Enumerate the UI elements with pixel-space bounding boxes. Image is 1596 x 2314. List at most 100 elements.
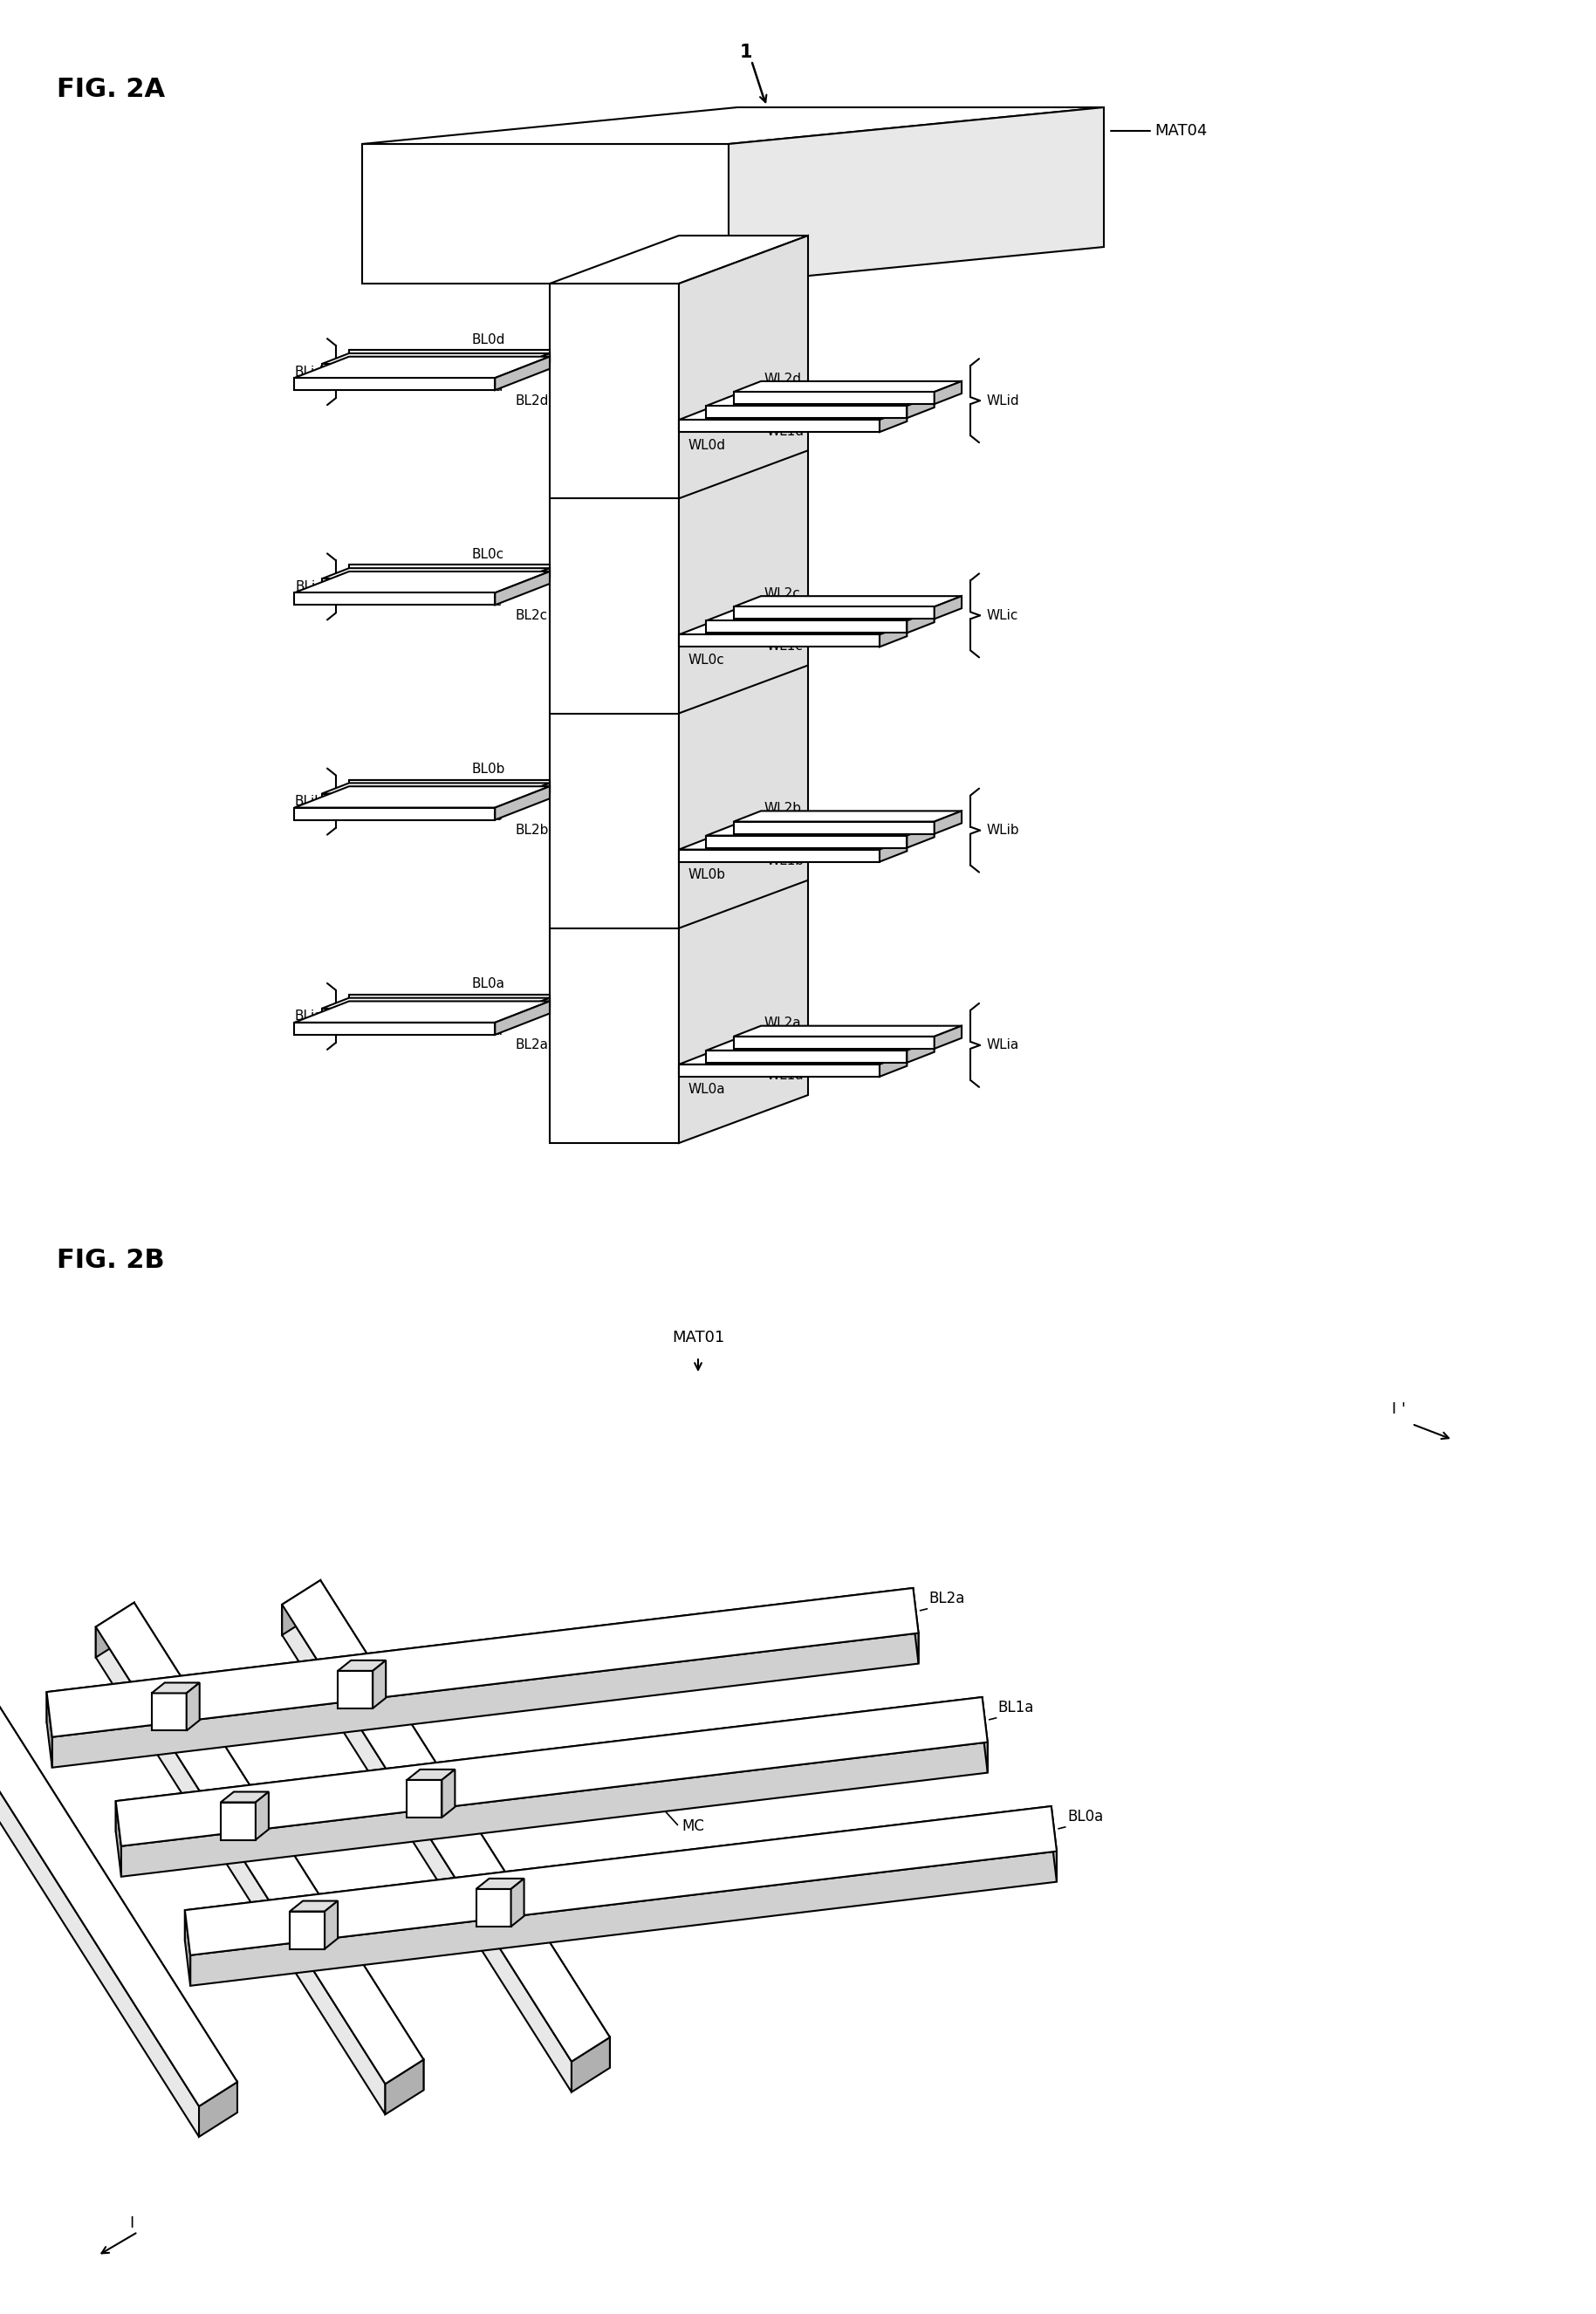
Text: BL1d: BL1d: [471, 379, 503, 393]
Polygon shape: [678, 625, 907, 634]
Polygon shape: [96, 1627, 385, 2115]
Polygon shape: [294, 1023, 495, 1034]
Text: BLic: BLic: [295, 581, 322, 592]
Polygon shape: [1052, 1807, 1057, 1881]
Polygon shape: [294, 592, 495, 604]
Polygon shape: [734, 1025, 962, 1037]
Polygon shape: [282, 1580, 610, 2062]
Polygon shape: [53, 1634, 919, 1768]
Polygon shape: [322, 363, 522, 377]
Polygon shape: [350, 349, 549, 363]
Polygon shape: [678, 634, 879, 648]
Polygon shape: [522, 354, 549, 377]
Polygon shape: [907, 611, 934, 634]
Polygon shape: [678, 410, 907, 419]
Polygon shape: [294, 808, 495, 819]
Polygon shape: [121, 1742, 988, 1877]
Polygon shape: [185, 1807, 1057, 1955]
Polygon shape: [678, 840, 907, 849]
Text: BL2a: BL2a: [516, 1039, 547, 1053]
Polygon shape: [338, 1661, 386, 1671]
Polygon shape: [495, 356, 549, 391]
Polygon shape: [190, 1851, 1057, 1985]
Polygon shape: [46, 1587, 913, 1722]
Text: BL0d: BL0d: [471, 333, 504, 347]
Polygon shape: [0, 1650, 200, 2136]
Polygon shape: [322, 997, 549, 1009]
Polygon shape: [350, 780, 549, 791]
Polygon shape: [0, 1624, 238, 2113]
Text: FIG. 2B: FIG. 2B: [57, 1247, 164, 1273]
Polygon shape: [476, 1888, 511, 1928]
Polygon shape: [678, 1053, 907, 1064]
Polygon shape: [734, 391, 934, 405]
Polygon shape: [879, 625, 907, 648]
Polygon shape: [350, 565, 549, 576]
Polygon shape: [290, 1911, 324, 1948]
Polygon shape: [322, 578, 522, 590]
Polygon shape: [185, 1909, 190, 1985]
Polygon shape: [152, 1682, 200, 1694]
Polygon shape: [373, 1661, 386, 1708]
Text: BLib: BLib: [294, 796, 322, 808]
Polygon shape: [729, 106, 1104, 285]
Polygon shape: [707, 405, 907, 419]
Text: I: I: [129, 2214, 134, 2231]
Polygon shape: [134, 1604, 423, 2090]
Polygon shape: [522, 997, 549, 1020]
Polygon shape: [200, 2083, 238, 2136]
Polygon shape: [96, 1604, 423, 2085]
Polygon shape: [678, 849, 879, 861]
Text: BL0a: BL0a: [471, 977, 504, 990]
Polygon shape: [707, 620, 907, 634]
Polygon shape: [117, 1800, 121, 1877]
Polygon shape: [442, 1770, 455, 1816]
Polygon shape: [879, 410, 907, 433]
Polygon shape: [322, 354, 549, 363]
Text: BLid: BLid: [294, 366, 322, 379]
Text: WL2b: WL2b: [764, 803, 801, 815]
Polygon shape: [913, 1587, 919, 1664]
Polygon shape: [495, 572, 549, 604]
Text: WL1d: WL1d: [766, 423, 804, 437]
Polygon shape: [495, 787, 549, 819]
Polygon shape: [294, 356, 549, 377]
Polygon shape: [117, 1696, 982, 1833]
Text: WL2a: WL2a: [764, 1016, 801, 1030]
Text: BL1b: BL1b: [471, 810, 503, 824]
Polygon shape: [707, 611, 934, 620]
Polygon shape: [220, 1803, 255, 1840]
Text: 1: 1: [741, 44, 752, 60]
Text: WL1a: WL1a: [356, 2018, 396, 2032]
Polygon shape: [185, 1807, 1052, 1941]
Text: BL1a: BL1a: [998, 1698, 1034, 1715]
Polygon shape: [220, 1791, 268, 1803]
Polygon shape: [707, 396, 934, 405]
Text: BL2a: BL2a: [929, 1590, 966, 1606]
Text: WL2c: WL2c: [764, 588, 800, 599]
Polygon shape: [322, 794, 522, 805]
Polygon shape: [678, 1064, 879, 1076]
Text: WL0b: WL0b: [688, 868, 725, 882]
Text: FIG. 2A: FIG. 2A: [57, 76, 164, 102]
Text: WL1c: WL1c: [766, 639, 803, 653]
Polygon shape: [324, 1900, 338, 1948]
Polygon shape: [707, 835, 907, 847]
Text: WLic: WLic: [986, 609, 1018, 622]
Polygon shape: [678, 236, 808, 1143]
Polygon shape: [879, 1053, 907, 1076]
Text: BLia: BLia: [294, 1009, 322, 1023]
Polygon shape: [522, 782, 549, 805]
Text: I ': I ': [1392, 1402, 1406, 1416]
Polygon shape: [322, 1009, 522, 1020]
Text: WL1a: WL1a: [766, 1069, 804, 1083]
Polygon shape: [322, 782, 549, 794]
Polygon shape: [294, 1002, 549, 1023]
Polygon shape: [678, 419, 879, 433]
Text: MC: MC: [681, 1819, 704, 1835]
Polygon shape: [322, 569, 549, 578]
Polygon shape: [571, 2036, 610, 2092]
Polygon shape: [907, 396, 934, 419]
Polygon shape: [879, 840, 907, 861]
Polygon shape: [117, 1696, 988, 1847]
